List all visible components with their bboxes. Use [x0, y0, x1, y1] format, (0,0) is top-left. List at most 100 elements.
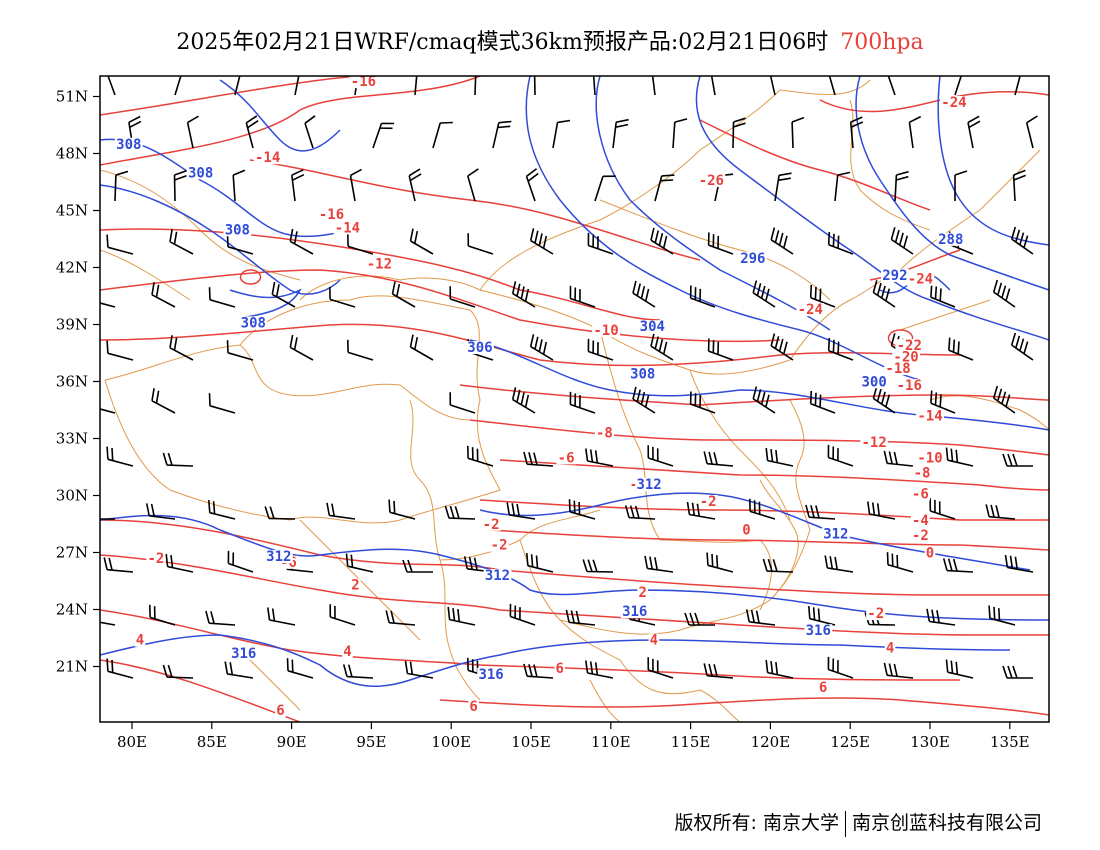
wind-barb [587, 338, 614, 361]
wind-barb [326, 502, 356, 520]
wind-barb [245, 115, 259, 149]
contour-label-bg [333, 221, 362, 235]
contour-label: -2 [867, 606, 884, 622]
contour-label-bg [860, 436, 889, 450]
lat-tick-label: 39N [56, 316, 88, 334]
wind-barb [1014, 76, 1021, 96]
wind-barb [529, 334, 554, 361]
contour-label-bg [556, 451, 576, 465]
contour-label: 304 [640, 319, 665, 335]
contour-label-bg [365, 257, 394, 271]
contour-label-bg [349, 75, 378, 89]
wind-barb [703, 451, 734, 467]
contour-label: 308 [116, 137, 141, 153]
contour-label: -8 [914, 466, 931, 482]
title-main: 2025年02月21日WRF/cmaq模式36km预报产品:02月21日06时 [176, 30, 829, 55]
contour-label: 6 [819, 680, 827, 696]
contour-label-bg [821, 527, 850, 541]
wind-barb [169, 229, 194, 255]
wind-barb [644, 555, 674, 573]
contour-label-bg [229, 647, 258, 660]
contour-label: 312 [636, 477, 661, 493]
wind-barb [267, 607, 296, 626]
wind-barb [264, 506, 296, 520]
wind-barb [689, 285, 716, 308]
wind-barb [945, 447, 974, 467]
contour-label-bg [317, 208, 346, 222]
contour-label-bg [916, 409, 944, 423]
wind-barb [408, 168, 422, 202]
wind-barb [894, 170, 909, 202]
contour-label-bg [186, 166, 215, 180]
contour-label-bg [940, 96, 968, 109]
wind-barb [594, 175, 616, 202]
wind-barb [791, 116, 805, 149]
wind-barb [827, 337, 854, 361]
contour-label-bg [916, 451, 944, 465]
wind-barb [107, 76, 116, 96]
wind-barb [942, 558, 974, 573]
wind-barb [872, 386, 896, 414]
wind-barb [632, 280, 656, 308]
lon-tick-label: 135E [990, 733, 1030, 751]
contour-label: -18 [885, 361, 910, 377]
contour-label: -22 [897, 338, 922, 354]
wind-barb [587, 232, 614, 255]
lon-tick-label: 85E [197, 733, 227, 751]
lat-tick-label: 21N [56, 658, 88, 676]
wind-barb [173, 170, 187, 202]
wind-barb [329, 604, 356, 626]
wind-barb [342, 664, 374, 679]
wind-barb [449, 392, 476, 414]
wind-barb [271, 281, 296, 308]
contour-label: -2 [912, 528, 929, 544]
wind-barb [467, 168, 479, 202]
wind-barb [114, 170, 129, 202]
contour-label-bg [239, 316, 268, 330]
wind-barb [391, 281, 416, 308]
wind-barb [945, 659, 974, 679]
wind-barb [967, 115, 981, 149]
wind-barb [926, 608, 956, 626]
wind-barb [672, 118, 688, 149]
wind-barb [569, 391, 596, 414]
wind-barb [890, 227, 914, 255]
wind-barb [294, 76, 300, 96]
contour-label: 6 [469, 699, 477, 715]
wind-barb [732, 117, 746, 149]
wind-barb [289, 228, 314, 255]
map-frame [99, 75, 1050, 723]
wind-barb [707, 338, 734, 361]
wind-barb [650, 227, 674, 255]
wind-barb [208, 393, 236, 414]
contour-label: 6 [556, 661, 564, 677]
wind-barb [745, 609, 776, 626]
wind-barb [568, 499, 596, 520]
contour-label-bg [592, 324, 620, 337]
wind-barb [349, 168, 362, 202]
wind-barb [402, 559, 433, 573]
wind-barb [449, 286, 476, 308]
wind-barb [151, 282, 176, 308]
contour-label: -14 [255, 150, 280, 166]
wind-barb [887, 76, 896, 96]
contour-label-bg [264, 550, 293, 564]
wind-barb [409, 228, 434, 255]
contour-label: -6 [558, 450, 575, 466]
wind-barb [824, 555, 854, 573]
wind-barb [162, 452, 194, 467]
wind-barb [329, 286, 356, 308]
wind-barb [165, 553, 194, 573]
wind-barb [463, 556, 494, 573]
contour-label-bg [910, 529, 931, 543]
contour-label: 0 [742, 523, 750, 539]
footer-org-2: 南京创蓝科技有限公司 [851, 812, 1042, 834]
wind-barb [529, 228, 554, 255]
contour-label-bg [134, 633, 146, 647]
wind-barb [752, 280, 776, 308]
wind-barb [948, 337, 974, 361]
wind-barb [106, 234, 134, 255]
title-level: 700hpa [840, 30, 924, 55]
lat-tick-label: 48N [56, 145, 88, 163]
